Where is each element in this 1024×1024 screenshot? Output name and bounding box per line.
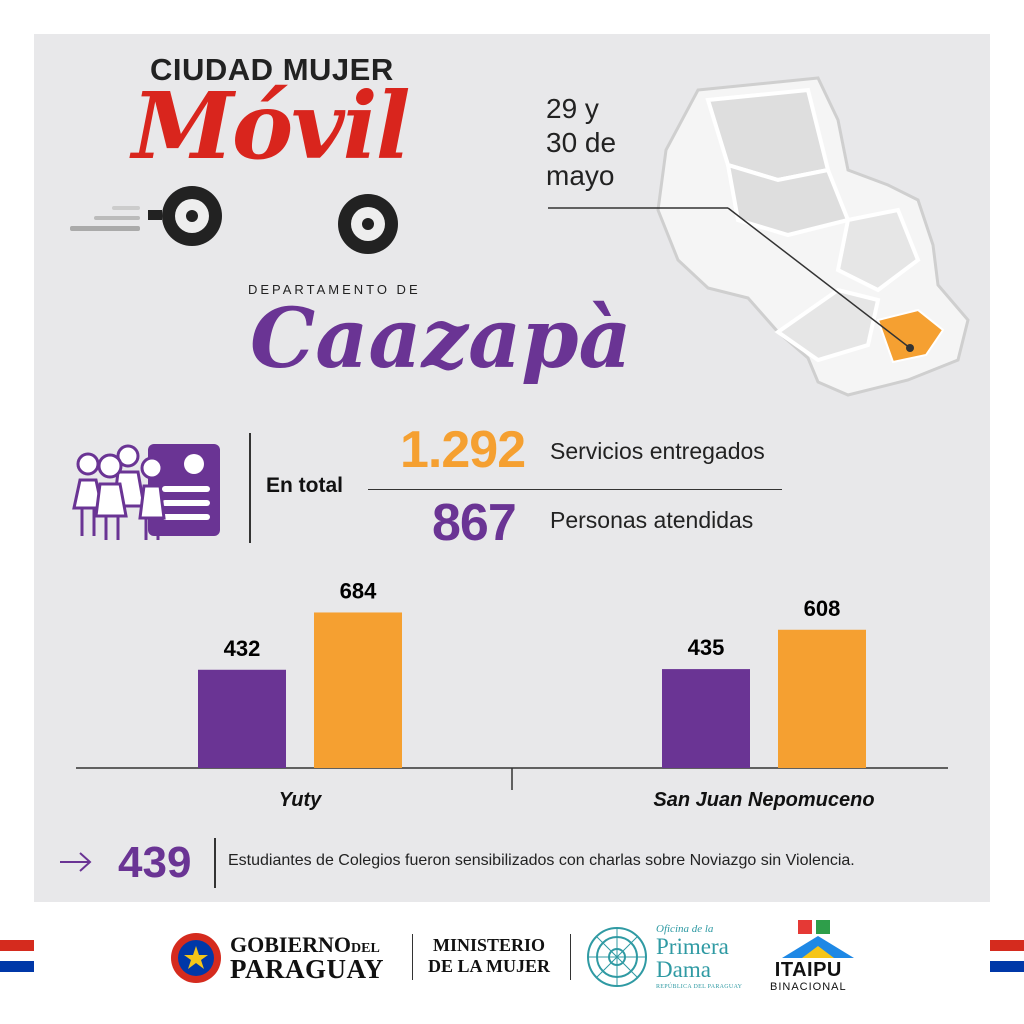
gov-line1: GOBIERNO [230, 932, 352, 957]
paraguay-flag-icon [990, 940, 1024, 972]
itaipu-name: ITAIPU [774, 959, 842, 981]
bar-0-1 [314, 612, 402, 768]
totals-label: En total [266, 474, 343, 497]
students-text: Estudiantes de Colegios fueron sensibili… [228, 852, 855, 869]
itaipu-sub: BINACIONAL [770, 981, 847, 993]
itaipu-mark-icon [782, 920, 854, 958]
footer-divider [570, 934, 571, 980]
bar-value-label: 608 [804, 596, 841, 621]
students-value: 439 [118, 838, 192, 887]
government-logo: GOBIERNODEL PARAGUAY [230, 934, 384, 983]
government-seal-icon [171, 933, 221, 983]
pd-republic: REPÚBLICA DEL PARAGUAY [656, 984, 743, 990]
bar-0-0 [198, 669, 286, 768]
people-value: 867 [432, 494, 517, 552]
category-label: San Juan Nepomuceno [653, 789, 874, 811]
footer-divider [412, 934, 413, 980]
gov-line2: PARAGUAY [230, 954, 385, 984]
date-line-3: mayo [546, 160, 615, 192]
brand-title-bold: MUJER [282, 52, 394, 87]
people-id-card-icon [72, 444, 220, 540]
totals-rule [368, 489, 782, 490]
brand-title-light: CIUDAD [150, 52, 274, 87]
bar-value-label: 684 [340, 578, 377, 603]
pd-small: Oficina de la [656, 923, 714, 935]
department-prefix: DEPARTAMENTO DE [248, 282, 421, 297]
bar-1-1 [778, 629, 866, 768]
brand-script: Móvil [132, 72, 411, 180]
people-label: Personas atendidas [550, 507, 754, 533]
department-name: Caazapà [250, 291, 632, 387]
category-label: Yuty [279, 789, 322, 811]
students-divider [214, 838, 216, 888]
gov-line1-small: DEL [351, 941, 380, 956]
itaipu-logo: ITAIPU BINACIONAL [770, 960, 847, 993]
truck-wheels-icon [70, 186, 398, 254]
event-date: 29 y 30 de mayo [546, 92, 616, 193]
primera-dama-emblem-icon [587, 927, 647, 987]
date-line-2: 30 de [546, 126, 617, 158]
services-bar-chart: 432 684 Yuty 435 608 San Juan Nepomuceno [76, 578, 948, 811]
pd-line2: Dama [656, 957, 711, 982]
services-value: 1.292 [400, 421, 526, 479]
bar-value-label: 432 [224, 636, 261, 661]
services-label: Servicios entregados [550, 438, 765, 464]
bar-value-label: 435 [688, 635, 725, 660]
ministry-logo: MINISTERIO DE LA MUJER [428, 935, 550, 976]
ministry-line2: DE LA MUJER [428, 955, 551, 976]
paraguay-map-icon [548, 76, 970, 397]
primera-dama-logo: Oficina de la Primera Dama REPÚBLICA DEL… [656, 923, 743, 991]
totals-divider [249, 433, 251, 543]
brand-title: CIUDAD MUJER [150, 52, 394, 88]
bar-1-0 [662, 669, 750, 768]
paraguay-flag-icon [0, 940, 34, 972]
date-line-1: 29 y [546, 93, 599, 124]
arrow-right-icon [60, 852, 92, 872]
ministry-line1: MINISTERIO [432, 935, 546, 955]
pd-line1: Primera [656, 934, 729, 959]
